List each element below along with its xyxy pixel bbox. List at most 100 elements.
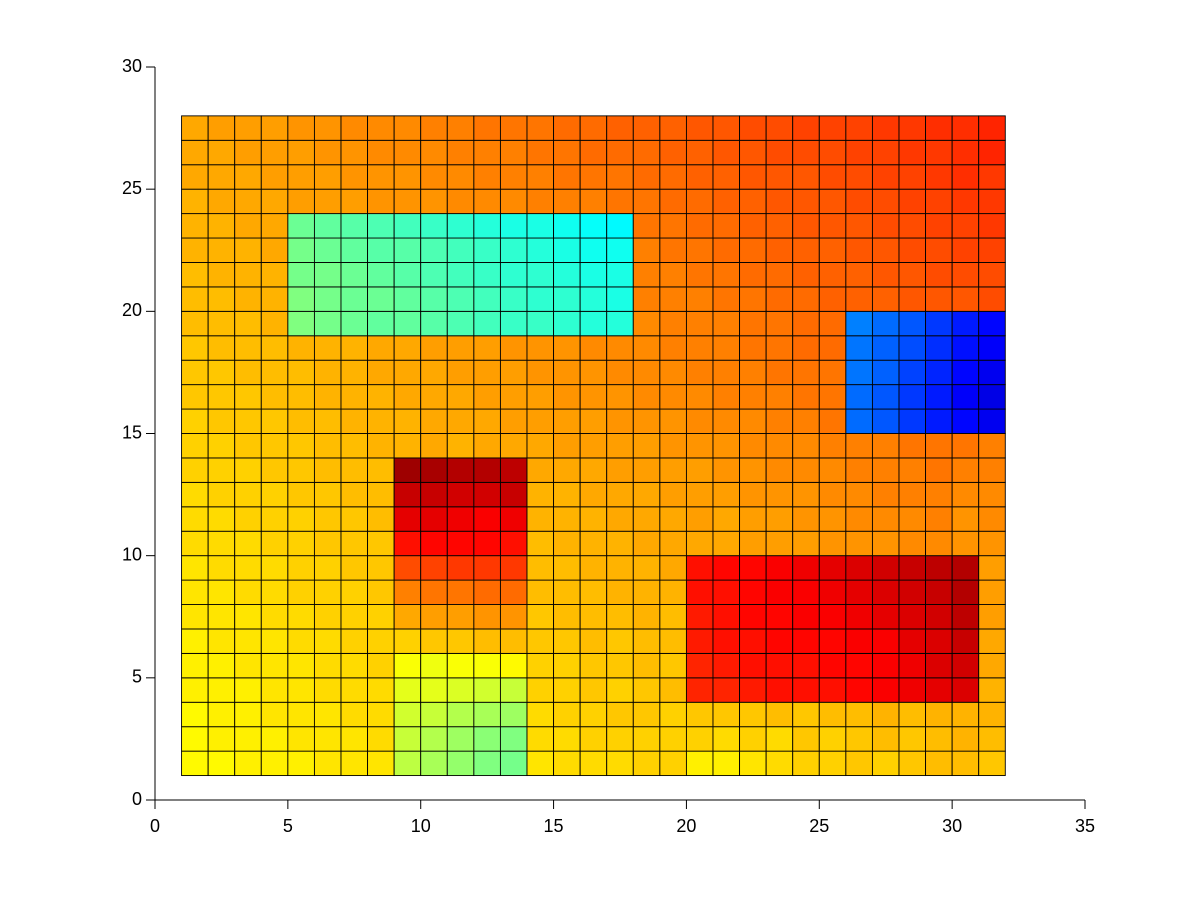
heatmap-cell	[313, 384, 342, 410]
heatmap-cell	[553, 213, 581, 239]
heatmap-cell	[739, 433, 767, 459]
heatmap-cell	[234, 164, 262, 190]
heatmap-cell	[579, 579, 608, 605]
heatmap-cell	[659, 164, 687, 190]
heatmap-cell	[367, 701, 395, 728]
heatmap-cell	[340, 530, 369, 557]
heatmap-cell	[792, 604, 820, 630]
heatmap-cell	[712, 310, 741, 337]
heatmap-cell	[446, 579, 475, 605]
heatmap-cell	[367, 335, 395, 361]
heatmap-cell	[925, 652, 953, 679]
heatmap-cell	[446, 555, 475, 581]
heatmap-cell	[818, 188, 847, 215]
heatmap-cell	[526, 335, 555, 361]
heatmap-cell	[898, 286, 927, 312]
heatmap-cell	[845, 213, 873, 239]
heatmap-cell	[446, 652, 475, 679]
heatmap-cell	[260, 750, 289, 777]
heatmap-cell	[579, 604, 608, 630]
heatmap-cell	[978, 213, 1006, 239]
heatmap-cell	[632, 164, 661, 190]
heatmap-cell	[340, 164, 369, 190]
heatmap-cell	[499, 188, 528, 215]
heatmap-cell	[234, 310, 262, 337]
heatmap-cell	[845, 286, 873, 312]
heatmap-cell	[818, 579, 847, 605]
heatmap-cell	[898, 530, 927, 557]
heatmap-cell	[898, 506, 927, 532]
heatmap-cell	[951, 408, 980, 434]
heatmap-cell	[659, 433, 687, 459]
heatmap-cell	[340, 604, 369, 630]
heatmap-cell	[739, 188, 767, 215]
heatmap-cell	[632, 677, 661, 703]
heatmap-cell	[925, 604, 953, 630]
heatmap-cell	[579, 433, 608, 459]
heatmap-cell	[553, 237, 581, 263]
heatmap-cell	[313, 457, 342, 483]
heatmap-cell	[499, 628, 528, 654]
heatmap-cell	[313, 188, 342, 215]
heatmap-cell	[287, 530, 315, 557]
heatmap-cell	[898, 335, 927, 361]
heatmap-cell	[712, 359, 741, 386]
heatmap-cell	[606, 579, 634, 605]
heatmap-cell	[606, 677, 634, 703]
heatmap-cell	[234, 506, 262, 532]
heatmap-cell	[181, 359, 209, 386]
y-tick-label: 5	[132, 667, 142, 687]
heatmap-cell	[207, 188, 236, 215]
x-tick-label: 5	[283, 816, 293, 836]
heatmap-cell	[340, 433, 369, 459]
heatmap-cell	[632, 579, 661, 605]
heatmap-cell	[367, 652, 395, 679]
heatmap-cell	[951, 726, 980, 752]
heatmap-cell	[207, 579, 236, 605]
heatmap-cell	[739, 701, 767, 728]
heatmap-cell	[181, 213, 209, 239]
heatmap-cell	[499, 115, 528, 141]
heatmap-cell	[420, 652, 448, 679]
heatmap-cell	[845, 457, 873, 483]
heatmap-cell	[685, 555, 714, 581]
heatmap-cell	[260, 481, 289, 508]
heatmap-cell	[287, 262, 315, 288]
x-tick-label: 10	[411, 816, 431, 836]
heatmap-cell	[685, 579, 714, 605]
heatmap-cell	[712, 384, 741, 410]
heatmap-cell	[579, 262, 608, 288]
heatmap-cell	[181, 408, 209, 434]
heatmap-cell	[925, 408, 953, 434]
heatmap-cell	[659, 115, 687, 141]
heatmap-cell	[340, 677, 369, 703]
heatmap-cell	[553, 506, 581, 532]
heatmap-cell	[393, 506, 422, 532]
heatmap-cell	[181, 652, 209, 679]
heatmap-cell	[181, 530, 209, 557]
heatmap-cell	[553, 262, 581, 288]
heatmap-cell	[898, 677, 927, 703]
heatmap-cell	[871, 433, 900, 459]
heatmap-cell	[420, 335, 448, 361]
heatmap-cell	[207, 359, 236, 386]
heatmap-cell	[473, 750, 501, 777]
heatmap-cell	[765, 677, 794, 703]
heatmap-cell	[951, 335, 980, 361]
heatmap-cell	[499, 310, 528, 337]
heatmap-cell	[446, 628, 475, 654]
heatmap-cell	[659, 384, 687, 410]
heatmap-cell	[393, 433, 422, 459]
heatmap-cell	[367, 604, 395, 630]
heatmap-cell	[845, 701, 873, 728]
heatmap-cell	[367, 726, 395, 752]
heatmap-cell	[340, 213, 369, 239]
heatmap-cell	[659, 139, 687, 166]
heatmap-cell	[526, 384, 555, 410]
heatmap-cell	[871, 237, 900, 263]
heatmap-cell	[845, 359, 873, 386]
heatmap-cell	[765, 555, 794, 581]
heatmap-cell	[871, 628, 900, 654]
heatmap-cell	[313, 433, 342, 459]
